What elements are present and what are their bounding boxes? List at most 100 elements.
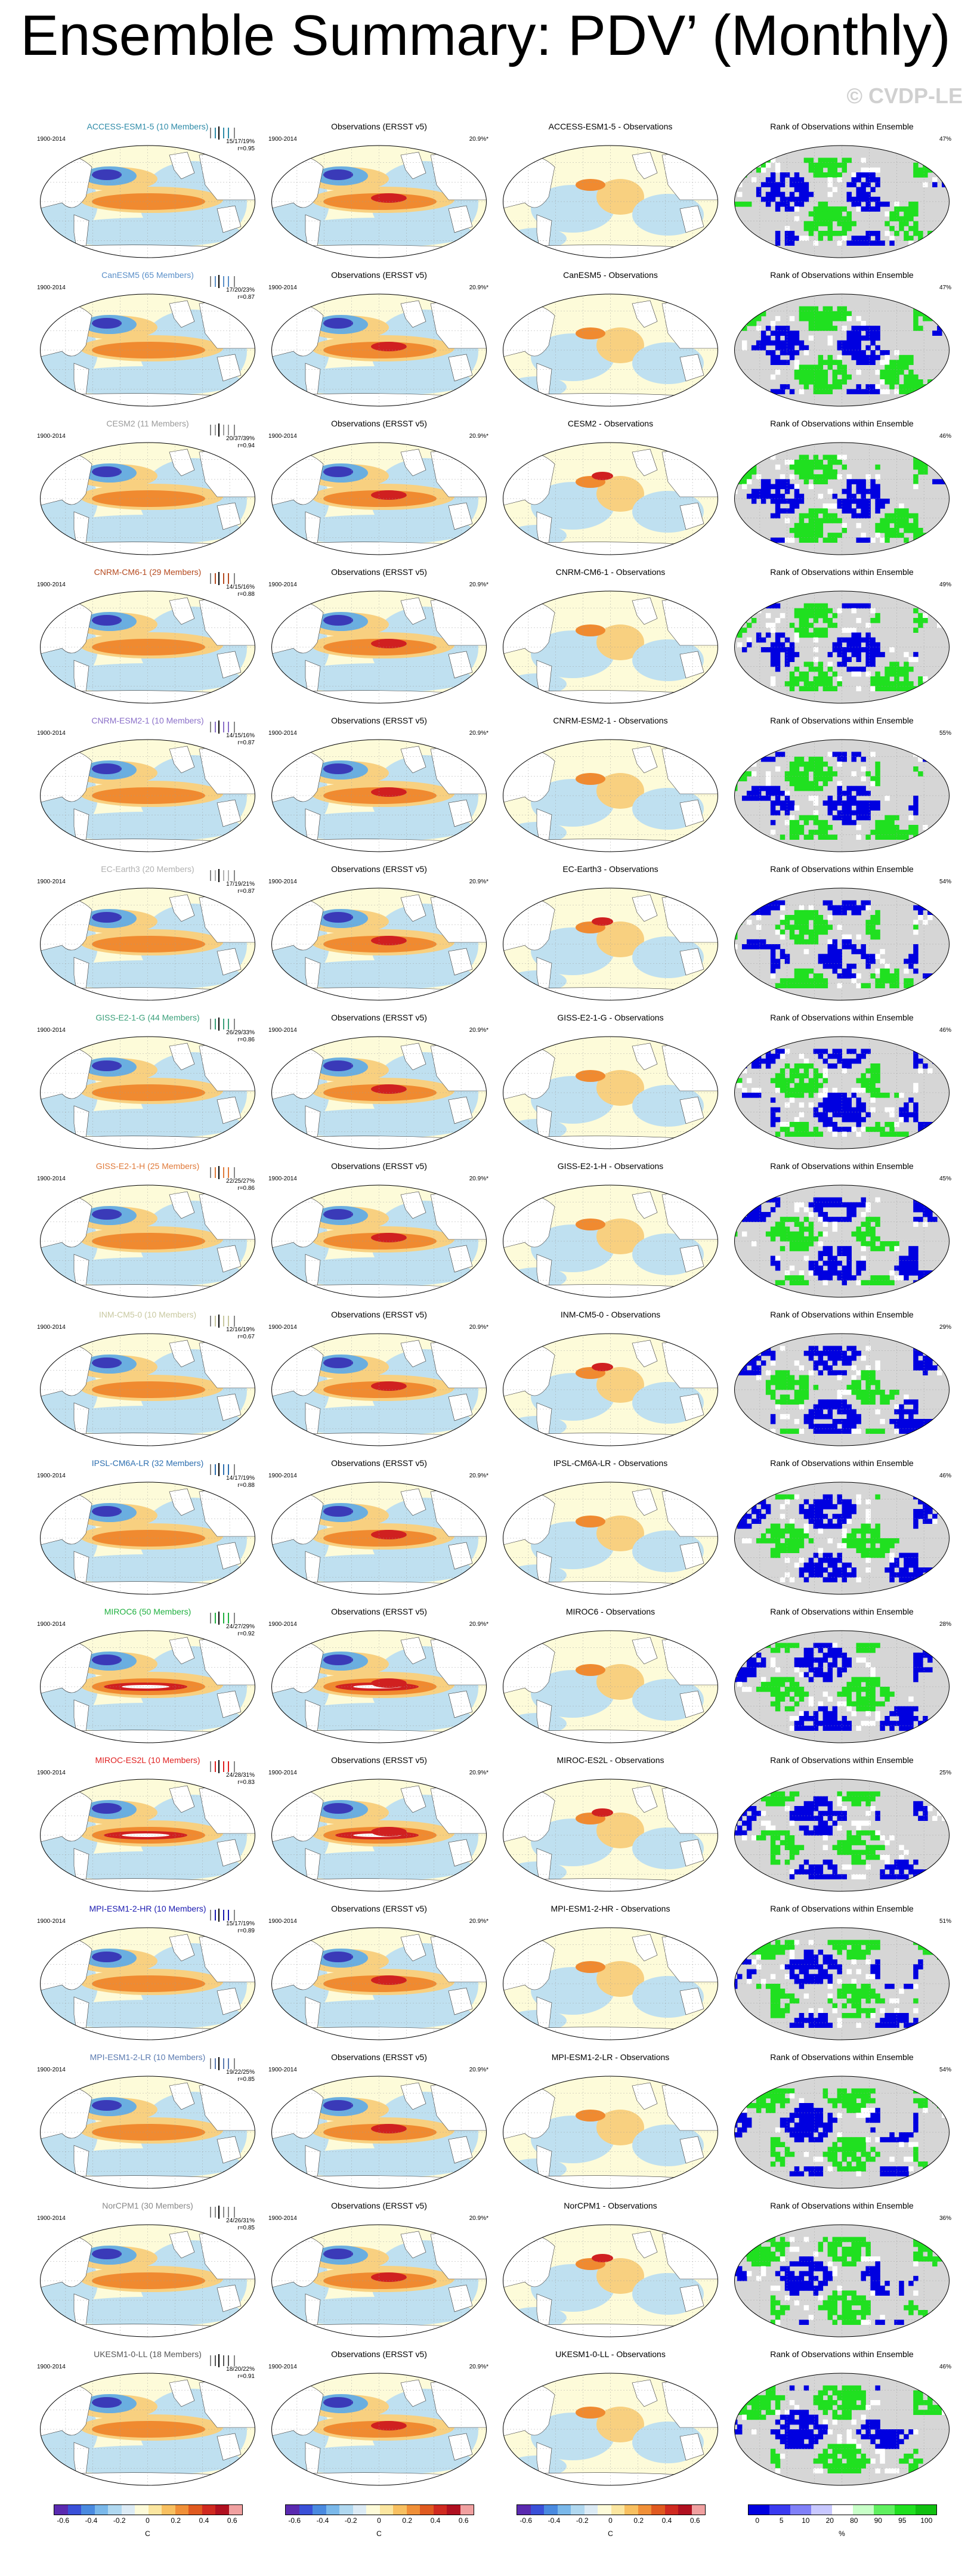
- ensemble-panel: MIROC6 (50 Members) 1900-2014 24/27/29% r=0…: [36, 1604, 259, 1748]
- difference-map: [503, 1779, 718, 1892]
- member-tick: [228, 2207, 229, 2218]
- ensemble-map: [40, 590, 255, 704]
- rank-percentage: 46%: [939, 433, 951, 440]
- member-tick: [234, 1761, 235, 1772]
- ensemble-map: [40, 293, 255, 407]
- colorbar-swatch: [188, 2505, 202, 2515]
- member-tick: [210, 573, 211, 584]
- year-range: 1900-2014: [268, 1324, 297, 1331]
- member-tick: [228, 870, 229, 881]
- difference-title: INM-CM5-0 - Observations: [560, 1310, 661, 1319]
- stat-explained-variance: 24/27/29%: [226, 1623, 255, 1630]
- colorbar-labels: -0.6 -0.4 -0.2 0 0.2 0.4 0.6: [285, 2516, 473, 2526]
- rank-percentage: 28%: [939, 1621, 951, 1628]
- colorbar-label: 100: [920, 2516, 933, 2525]
- member-ticks: [210, 869, 246, 883]
- rank-percentage: 54%: [939, 2067, 951, 2073]
- ensemble-title: EC-Earth3 (20 Members): [101, 864, 194, 874]
- colorbar-swatch: [352, 2505, 366, 2515]
- stat-pattern-correlation: r=0.89: [237, 1928, 255, 1934]
- colorbar-labels: -0.6 -0.4 -0.2 0 0.2 0.4 0.6: [54, 2516, 242, 2526]
- colorbar-swatch: [598, 2505, 611, 2515]
- year-range: 1900-2014: [37, 582, 66, 588]
- stat-pattern-correlation: r=0.88: [237, 591, 255, 598]
- ensemble-stats: 15/17/19% r=0.95: [226, 138, 255, 153]
- rank-map: [734, 1779, 950, 1892]
- colorbar-label: 0.2: [633, 2516, 644, 2525]
- ensemble-stats: 19/22/25% r=0.85: [226, 2069, 255, 2083]
- observations-title: Observations (ERSST v5): [331, 864, 427, 874]
- colorbar-label: 0: [608, 2516, 613, 2525]
- member-tick: [223, 722, 224, 732]
- colorbar-label: -0.4: [85, 2516, 98, 2525]
- ensemble-map: [40, 1185, 255, 1298]
- difference-panel: CNRM-CM6-1 - Observations: [499, 565, 722, 709]
- ensemble-stats: 12/16/19% r=0.67: [226, 1326, 255, 1341]
- member-tick: [218, 275, 219, 288]
- ensemble-stats: 14/15/16% r=0.87: [226, 732, 255, 747]
- observations-title: Observations (ERSST v5): [331, 567, 427, 577]
- member-tick: [223, 1613, 224, 1623]
- member-tick: [234, 1613, 235, 1623]
- rank-map: [734, 2076, 950, 2189]
- colorbar-swatch: [81, 2505, 95, 2515]
- rank-percentage: 49%: [939, 582, 951, 588]
- member-ticks: [210, 720, 246, 735]
- colorbar-swatch: [299, 2505, 313, 2515]
- colorbar-swatch: [175, 2505, 188, 2515]
- difference-map: [503, 739, 718, 852]
- colorbar-label: 0.2: [402, 2516, 413, 2525]
- member-tick: [228, 128, 229, 138]
- explained-variance: 20.9%*: [469, 2067, 488, 2073]
- colorbar-label: 0: [146, 2516, 150, 2525]
- rank-map: [734, 1630, 950, 1743]
- colorbar-swatch: [447, 2505, 460, 2515]
- colorbar-labels: 0 5 10 20 80 90 95 100: [748, 2516, 936, 2526]
- ensemble-title: CanESM5 (65 Members): [101, 270, 194, 280]
- stat-explained-variance: 19/22/25%: [226, 2069, 255, 2076]
- difference-title: ACCESS-ESM1-5 - Observations: [548, 122, 673, 131]
- stat-pattern-correlation: r=0.85: [237, 2225, 255, 2231]
- member-tick: [218, 869, 219, 882]
- rank-title: Rank of Observations within Ensemble: [770, 270, 914, 280]
- rank-title: Rank of Observations within Ensemble: [770, 1458, 914, 1468]
- colorbar-label: -0.6: [288, 2516, 301, 2525]
- member-tick: [215, 2207, 216, 2218]
- ensemble-stats: 24/28/31% r=0.83: [226, 1772, 255, 1786]
- year-range: 1900-2014: [37, 136, 66, 143]
- copyright-watermark: © CVDP-LE: [846, 84, 963, 108]
- ensemble-panel: INM-CM5-0 (10 Members) 1900-2014 12/16/19%…: [36, 1307, 259, 1451]
- member-ticks: [210, 1166, 246, 1180]
- member-tick: [210, 722, 211, 732]
- member-ticks: [210, 2057, 246, 2071]
- ensemble-panel: ACCESS-ESM1-5 (10 Members) 1900-2014 15/17…: [36, 119, 259, 263]
- colorbar-label: -0.2: [113, 2516, 126, 2525]
- member-tick: [215, 1316, 216, 1326]
- observations-map: [271, 293, 487, 407]
- year-range: 1900-2014: [37, 2364, 66, 2370]
- observations-title: Observations (ERSST v5): [331, 419, 427, 428]
- rank-percentage: 46%: [939, 1473, 951, 1479]
- ensemble-map: [40, 2373, 255, 2486]
- rank-percentage: 51%: [939, 1918, 951, 1925]
- ensemble-panel: CNRM-CM6-1 (29 Members) 1900-2014 14/15/16…: [36, 565, 259, 709]
- member-tick: [228, 722, 229, 732]
- observations-map: [271, 590, 487, 704]
- difference-title: CESM2 - Observations: [567, 419, 654, 428]
- rank-panel: Rank of Observations within Ensemble 29%: [730, 1307, 954, 1451]
- ensemble-title: MIROC-ES2L (10 Members): [95, 1755, 200, 1765]
- member-tick: [228, 425, 229, 435]
- observations-panel: Observations (ERSST v5) 1900-2014 20.9%*: [267, 268, 491, 412]
- colorbar-row: -0.6 -0.4 -0.2 0 0.2 0.4 0.6 C -0.6 -0.4 -0.2 0 0.2 0…: [36, 2496, 954, 2574]
- year-range: 1900-2014: [268, 1621, 297, 1628]
- colorbar-label: 0.6: [458, 2516, 469, 2525]
- explained-variance: 20.9%*: [469, 1473, 488, 1479]
- colorbar-swatch: [853, 2505, 874, 2515]
- member-tick: [218, 1612, 219, 1625]
- observations-panel: Observations (ERSST v5) 1900-2014 20.9%*: [267, 713, 491, 857]
- stat-pattern-correlation: r=0.67: [237, 1334, 255, 1340]
- year-range: 1900-2014: [268, 2215, 297, 2222]
- observations-title: Observations (ERSST v5): [331, 1310, 427, 1319]
- difference-map: [503, 145, 718, 258]
- colorbar-strip: [54, 2504, 243, 2515]
